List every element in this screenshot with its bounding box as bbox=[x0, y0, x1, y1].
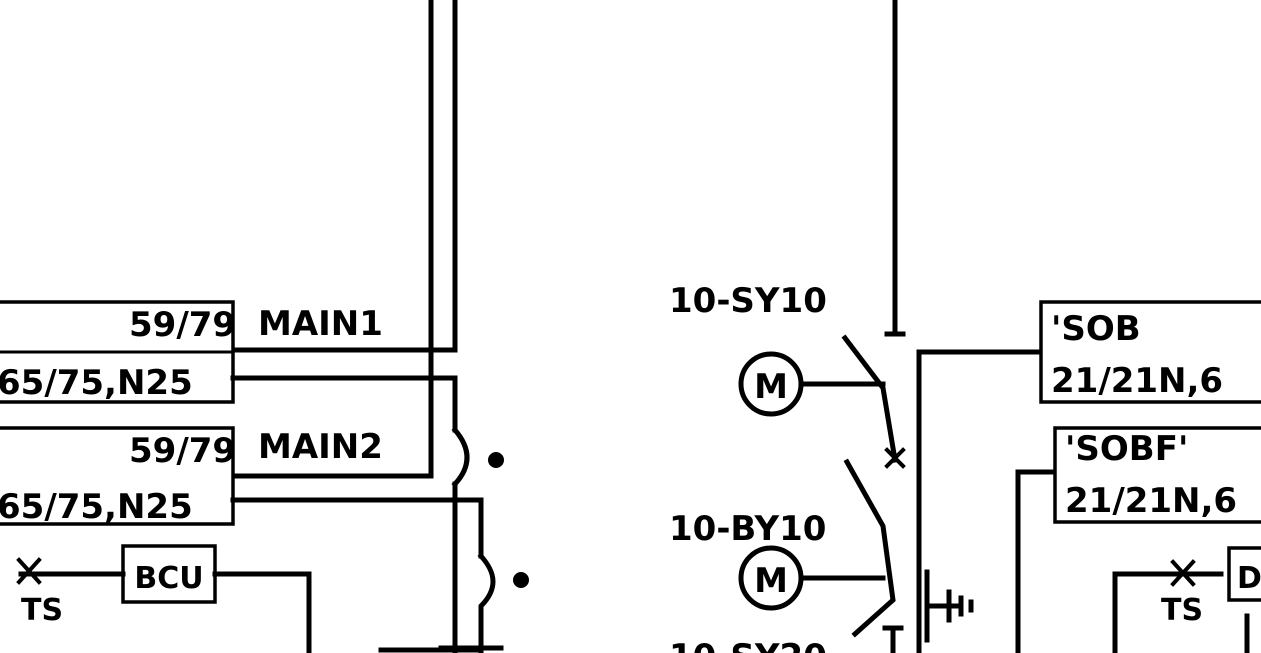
ts-left-cross bbox=[16, 557, 42, 585]
relay-main1-line2: 65/75,N25 bbox=[0, 363, 193, 403]
main2-label: MAIN2 bbox=[258, 427, 383, 467]
motor-bottom[interactable] bbox=[738, 545, 804, 611]
relay-main1-line1: 59/79 bbox=[129, 305, 236, 345]
crossover-hump-2 bbox=[477, 552, 496, 653]
crossover-hump-1 bbox=[451, 426, 470, 488]
right-relay-top-line1: 'SOB bbox=[1051, 309, 1141, 349]
relay-main2-line2: 65/75,N25 bbox=[0, 487, 193, 527]
relay-box-main2 bbox=[0, 426, 235, 526]
right-bottom-box[interactable] bbox=[1227, 546, 1261, 602]
relay-main2-line1: 59/79 bbox=[129, 431, 236, 471]
relay1-out-wire bbox=[230, 375, 458, 433]
relay2-out-wire bbox=[230, 497, 484, 559]
device-a-label: 10-SY10 bbox=[669, 281, 827, 321]
bus-to-right-relays bbox=[916, 349, 1044, 653]
main1-label: MAIN1 bbox=[258, 304, 383, 344]
device-b-label: 10-BY10 bbox=[669, 509, 826, 549]
ground-icon bbox=[924, 569, 974, 643]
motor-top[interactable] bbox=[738, 351, 804, 417]
motor-top-label: M bbox=[754, 367, 788, 407]
polarity-dot-2 bbox=[513, 572, 529, 588]
right-relay-mid-line2: 21/21N,6 bbox=[1065, 481, 1237, 521]
right-relay-box-top bbox=[1039, 300, 1261, 404]
switch-blade-top bbox=[841, 334, 898, 463]
switch-blade-bottom bbox=[843, 458, 896, 638]
right-bottom-box-label: D bbox=[1237, 561, 1261, 596]
right-relay-box-mid bbox=[1053, 426, 1261, 524]
contact-x-mark bbox=[884, 447, 906, 469]
polarity-dot-1 bbox=[488, 452, 504, 468]
ts-left-label: TS bbox=[21, 593, 63, 628]
right-relay-top-line2: 21/21N,6 bbox=[1051, 361, 1223, 401]
bcu-right-wire bbox=[212, 571, 312, 653]
feeder-wire-a bbox=[230, 0, 458, 353]
device-c-label: 10-SY20 bbox=[669, 637, 827, 653]
right-relay-mid-line1: 'SOBF' bbox=[1065, 429, 1188, 469]
motor-bottom-label: M bbox=[754, 561, 788, 601]
ts-right-label: TS bbox=[1161, 593, 1203, 628]
ts-right-cross bbox=[1170, 559, 1196, 587]
feeder-wire-b bbox=[230, 0, 434, 479]
bus-to-right-relays-2 bbox=[1015, 469, 1058, 653]
bcu-label: BCU bbox=[134, 561, 203, 596]
